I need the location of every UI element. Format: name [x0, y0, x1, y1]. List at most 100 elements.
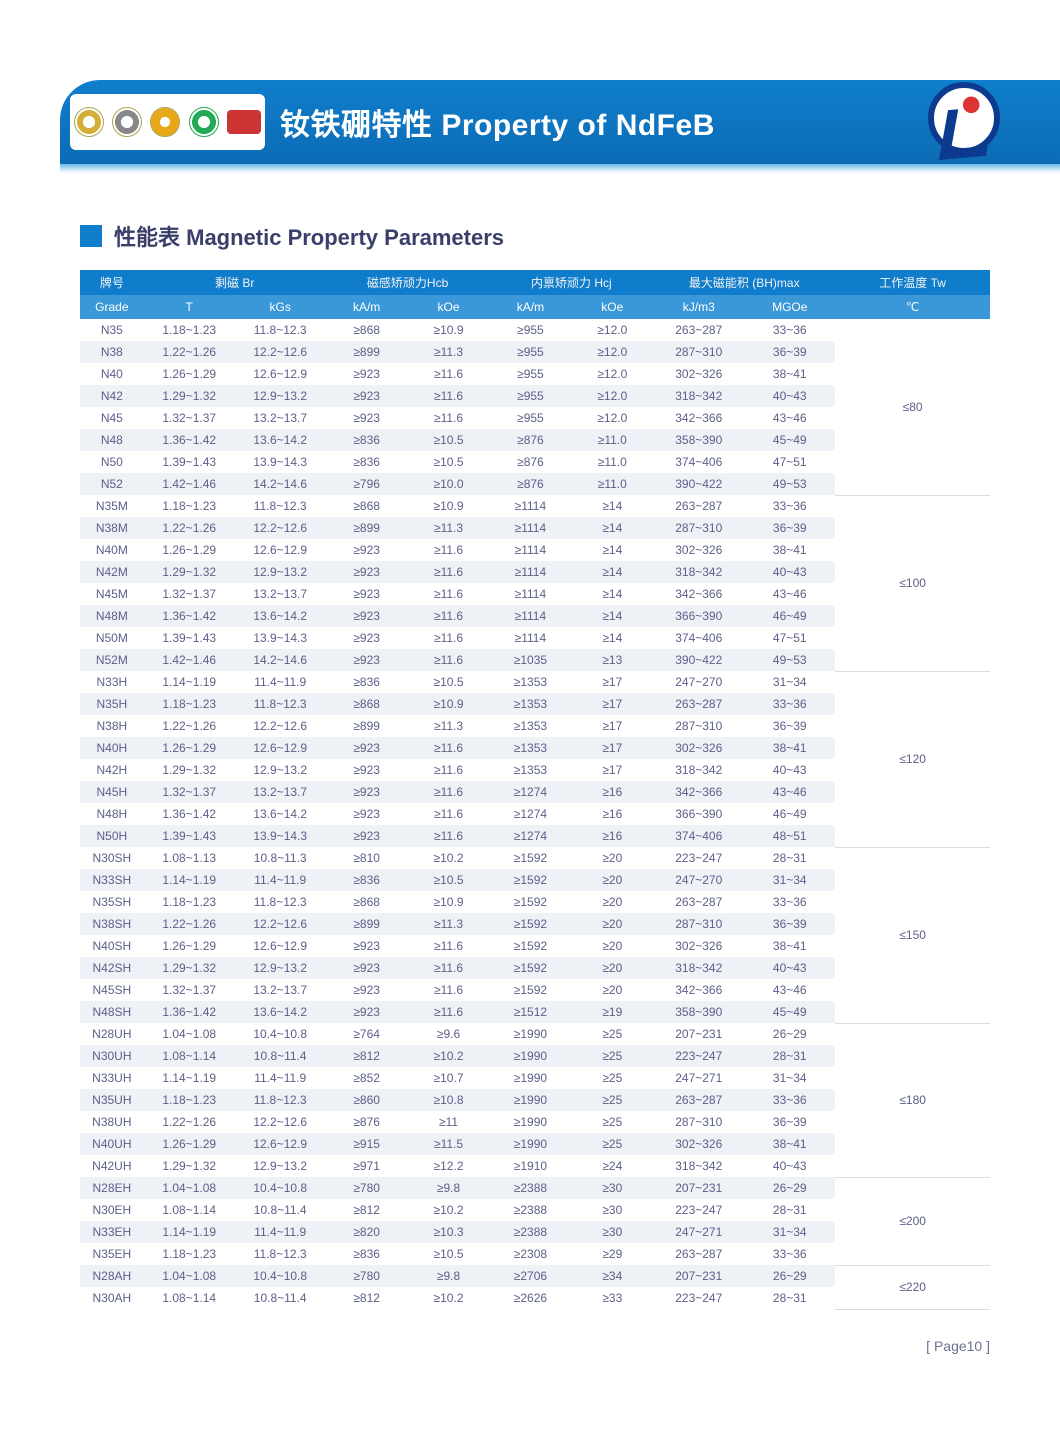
cell-hcj-koe: ≥20 — [571, 913, 653, 935]
cell-hcb-kam: ≥923 — [326, 1001, 408, 1023]
cell-bh-kjm3: 287~310 — [653, 341, 744, 363]
cell-grade: N35H — [80, 693, 144, 715]
cell-bh-mgoe: 26~29 — [744, 1023, 835, 1045]
cell-br-kgs: 13.2~13.7 — [235, 583, 326, 605]
cell-br-t: 1.08~1.14 — [144, 1199, 235, 1221]
cell-hcb-koe: ≥10.2 — [408, 1287, 490, 1309]
cell-hcj-kam: ≥1592 — [489, 935, 571, 957]
cell-hcj-koe: ≥12.0 — [571, 341, 653, 363]
cell-hcb-koe: ≥9.6 — [408, 1023, 490, 1045]
cell-hcj-kam: ≥1990 — [489, 1067, 571, 1089]
cell-br-kgs: 13.2~13.7 — [235, 407, 326, 429]
cell-br-kgs: 10.8~11.4 — [235, 1199, 326, 1221]
cell-hcj-koe: ≥11.0 — [571, 429, 653, 451]
cell-bh-mgoe: 36~39 — [744, 341, 835, 363]
cell-tw: ≤180 — [835, 1023, 990, 1177]
cell-hcb-kam: ≥780 — [326, 1265, 408, 1287]
cell-br-t: 1.36~1.42 — [144, 605, 235, 627]
cell-bh-mgoe: 43~46 — [744, 781, 835, 803]
cell-bh-kjm3: 287~310 — [653, 1111, 744, 1133]
cell-hcb-kam: ≥899 — [326, 517, 408, 539]
cell-bh-mgoe: 40~43 — [744, 561, 835, 583]
cell-bh-kjm3: 223~247 — [653, 1287, 744, 1309]
cell-hcj-kam: ≥1274 — [489, 803, 571, 825]
cell-grade: N40SH — [80, 935, 144, 957]
cell-br-kgs: 11.8~12.3 — [235, 891, 326, 913]
cell-bh-mgoe: 36~39 — [744, 715, 835, 737]
cell-bh-mgoe: 47~51 — [744, 451, 835, 473]
cell-grade: N50 — [80, 451, 144, 473]
header-kAm1: kA/m — [326, 296, 408, 319]
cell-br-kgs: 12.6~12.9 — [235, 363, 326, 385]
cell-hcj-kam: ≥955 — [489, 407, 571, 429]
cell-bh-mgoe: 31~34 — [744, 1221, 835, 1243]
cell-hcb-kam: ≥868 — [326, 319, 408, 342]
cell-br-kgs: 12.2~12.6 — [235, 1111, 326, 1133]
cert-badge-icon — [150, 107, 180, 137]
cell-bh-kjm3: 263~287 — [653, 319, 744, 342]
cell-bh-mgoe: 33~36 — [744, 891, 835, 913]
cell-bh-mgoe: 40~43 — [744, 759, 835, 781]
cell-br-kgs: 13.9~14.3 — [235, 627, 326, 649]
cell-bh-kjm3: 342~366 — [653, 583, 744, 605]
cell-hcj-kam: ≥2308 — [489, 1243, 571, 1265]
cell-hcj-koe: ≥25 — [571, 1023, 653, 1045]
cell-bh-mgoe: 43~46 — [744, 979, 835, 1001]
cell-bh-kjm3: 302~326 — [653, 539, 744, 561]
cell-br-kgs: 13.6~14.2 — [235, 605, 326, 627]
cell-hcj-kam: ≥1274 — [489, 781, 571, 803]
cell-br-t: 1.29~1.32 — [144, 1155, 235, 1177]
cell-br-t: 1.42~1.46 — [144, 649, 235, 671]
cell-hcj-koe: ≥20 — [571, 891, 653, 913]
property-table: 牌号 剩磁 Br 磁感矫顽力Hcb 内禀矫顽力 Hcj 最大磁能积 (BH)ma… — [80, 270, 990, 1310]
cell-hcb-kam: ≥899 — [326, 913, 408, 935]
cell-br-t: 1.36~1.42 — [144, 803, 235, 825]
cell-bh-mgoe: 36~39 — [744, 1111, 835, 1133]
cell-hcb-koe: ≥10.5 — [408, 1243, 490, 1265]
table-row: N351.18~1.2311.8~12.3≥868≥10.9≥955≥12.02… — [80, 319, 990, 342]
cell-bh-mgoe: 38~41 — [744, 363, 835, 385]
cell-bh-mgoe: 33~36 — [744, 1243, 835, 1265]
cell-hcb-koe: ≥11.6 — [408, 737, 490, 759]
cell-grade: N33UH — [80, 1067, 144, 1089]
cell-bh-mgoe: 28~31 — [744, 1199, 835, 1221]
cell-hcb-koe: ≥11.6 — [408, 627, 490, 649]
cell-bh-kjm3: 207~231 — [653, 1177, 744, 1199]
cell-hcb-kam: ≥923 — [326, 385, 408, 407]
cell-hcb-kam: ≥868 — [326, 495, 408, 517]
cell-bh-kjm3: 342~366 — [653, 781, 744, 803]
cell-hcb-koe: ≥11.3 — [408, 913, 490, 935]
cell-hcb-koe: ≥11.6 — [408, 935, 490, 957]
cell-br-kgs: 12.9~13.2 — [235, 957, 326, 979]
table-row: N28UH1.04~1.0810.4~10.8≥764≥9.6≥1990≥252… — [80, 1023, 990, 1045]
cell-br-kgs: 12.9~13.2 — [235, 385, 326, 407]
cell-hcb-koe: ≥10.3 — [408, 1221, 490, 1243]
cell-hcb-koe: ≥11.6 — [408, 957, 490, 979]
cell-hcb-kam: ≥923 — [326, 825, 408, 847]
cell-bh-mgoe: 49~53 — [744, 649, 835, 671]
cell-bh-mgoe: 38~41 — [744, 1133, 835, 1155]
cell-hcj-koe: ≥16 — [571, 781, 653, 803]
cell-br-kgs: 13.6~14.2 — [235, 1001, 326, 1023]
cell-bh-kjm3: 287~310 — [653, 715, 744, 737]
cell-bh-mgoe: 45~49 — [744, 429, 835, 451]
cell-bh-kjm3: 374~406 — [653, 825, 744, 847]
cell-br-t: 1.29~1.32 — [144, 759, 235, 781]
cell-hcj-kam: ≥1114 — [489, 539, 571, 561]
cell-hcb-kam: ≥836 — [326, 429, 408, 451]
cell-hcb-koe: ≥11.3 — [408, 341, 490, 363]
cell-hcb-koe: ≥11.6 — [408, 363, 490, 385]
cell-bh-kjm3: 342~366 — [653, 979, 744, 1001]
cell-hcj-kam: ≥1990 — [489, 1133, 571, 1155]
cell-grade: N45 — [80, 407, 144, 429]
cell-bh-kjm3: 287~310 — [653, 913, 744, 935]
cell-hcb-koe: ≥11 — [408, 1111, 490, 1133]
cell-br-t: 1.08~1.14 — [144, 1045, 235, 1067]
cell-hcj-kam: ≥955 — [489, 385, 571, 407]
cell-hcj-kam: ≥1114 — [489, 583, 571, 605]
cell-hcb-kam: ≥860 — [326, 1089, 408, 1111]
page: 钕铁硼特性 Property of NdFeB 性能表 Magnetic Pro… — [0, 80, 1060, 1394]
cert-badge-icon — [189, 107, 219, 137]
cert-badge-icon — [74, 107, 104, 137]
cell-bh-mgoe: 28~31 — [744, 1045, 835, 1067]
